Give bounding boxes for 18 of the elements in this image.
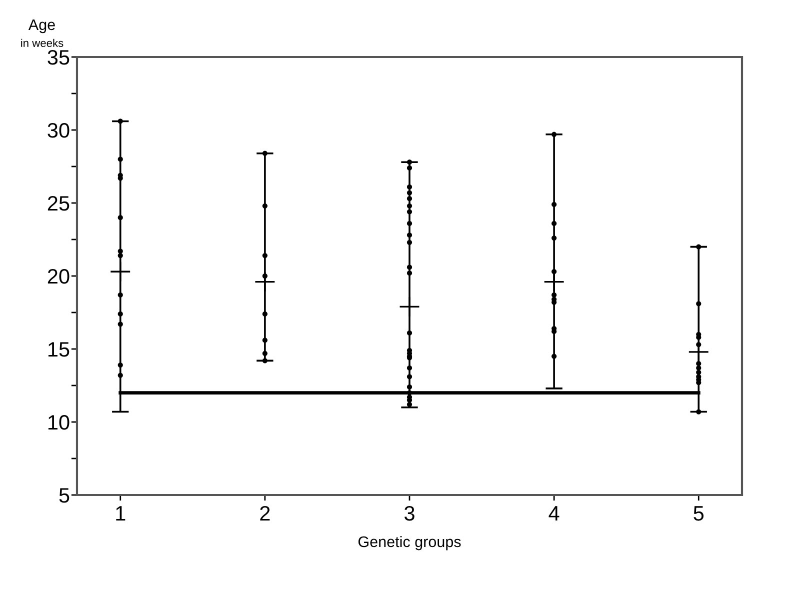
y-tick-label: 15 bbox=[48, 342, 70, 357]
y-tick-label: 20 bbox=[48, 269, 70, 284]
y-tick-label: 25 bbox=[48, 196, 70, 211]
x-tick-label: 5 bbox=[694, 506, 704, 521]
point bbox=[110, 261, 131, 282]
point bbox=[254, 271, 276, 292]
point bbox=[688, 341, 710, 362]
y-tick-label: 10 bbox=[48, 415, 70, 430]
x-tick-label: 3 bbox=[404, 506, 414, 521]
x-tick-label: 4 bbox=[548, 506, 560, 521]
x-tick-label: 1 bbox=[116, 506, 126, 521]
y-tick-label: 30 bbox=[48, 123, 70, 138]
y-tick-label: 35 bbox=[48, 50, 70, 65]
y-axis-title: Age in weeks bbox=[21, 19, 64, 47]
point bbox=[398, 296, 420, 318]
x-axis-title: Genetic groups bbox=[358, 536, 461, 550]
x-tick-label: 2 bbox=[260, 506, 270, 521]
y-tick-label: 5 bbox=[59, 488, 70, 503]
